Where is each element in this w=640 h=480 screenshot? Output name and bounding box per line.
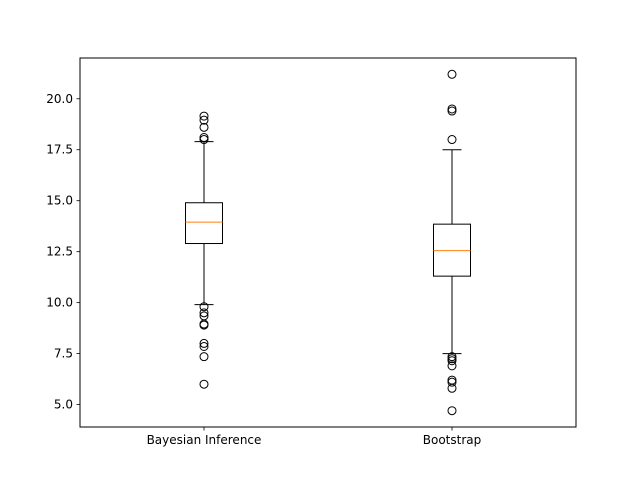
outlier-point: [447, 135, 457, 145]
axes-frame: [79, 57, 577, 428]
outlier-point: [199, 338, 209, 348]
outlier-point: [199, 115, 209, 125]
plot-area: [185, 69, 471, 416]
outlier-point: [447, 356, 457, 366]
outlier-point: [447, 106, 457, 116]
x-tick-label: Bootstrap: [423, 433, 481, 447]
x-tick-label: Bayesian Inference: [147, 433, 262, 447]
outlier-point: [199, 379, 209, 389]
y-tick-label: 15.0: [46, 194, 73, 208]
iqr-box: [433, 223, 471, 277]
outlier-point: [199, 122, 209, 132]
axis-ticks: 5.0 7.5 10.0 12.5 15.0 17.5 20.0 Bayesian Infer…: [46, 92, 481, 447]
y-tick-label: 5.0: [54, 398, 73, 412]
outlier-point: [447, 406, 457, 416]
outlier-point: [447, 69, 457, 79]
outlier-point: [447, 377, 457, 387]
outlier-point: [447, 383, 457, 393]
iqr-box: [185, 202, 223, 245]
y-tick-label: 12.5: [46, 245, 73, 259]
y-tick-label: 10.0: [46, 296, 73, 310]
outlier-point: [199, 320, 209, 330]
outlier-point: [199, 352, 209, 362]
outlier-point: [199, 302, 209, 312]
outlier-point: [199, 341, 209, 351]
y-tick-label: 17.5: [46, 143, 73, 157]
outlier-point: [199, 135, 209, 145]
outlier-point: [199, 111, 209, 121]
y-tick-label: 20.0: [46, 92, 73, 106]
y-tick-label: 7.5: [54, 347, 73, 361]
outlier-point: [447, 361, 457, 371]
outlier-point: [199, 308, 209, 318]
